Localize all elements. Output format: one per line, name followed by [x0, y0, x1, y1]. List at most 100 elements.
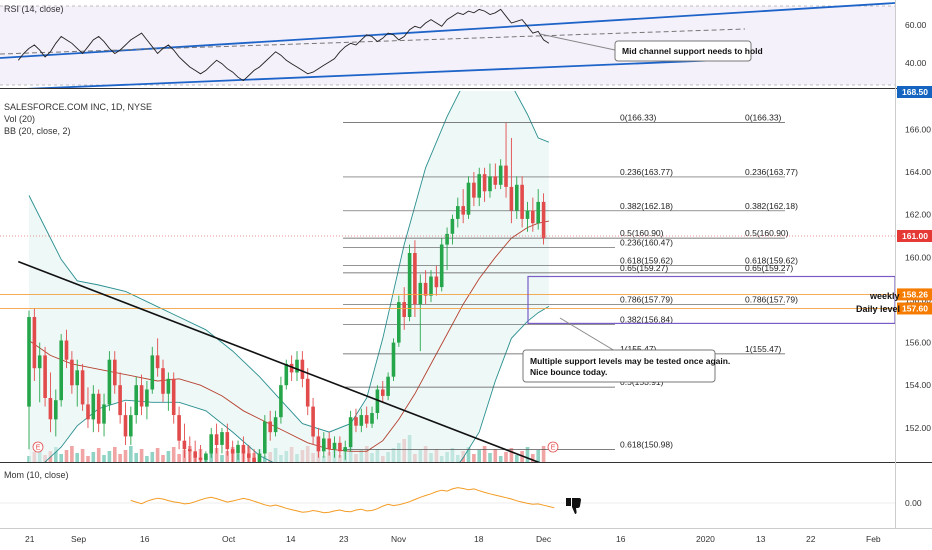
candle-body: [43, 355, 47, 398]
volume-bar: [220, 455, 224, 462]
bb-lower-line: [44, 306, 550, 462]
volume-bar: [477, 450, 481, 462]
candle-body: [48, 398, 53, 420]
volume-bar: [96, 448, 101, 462]
price-tick-label: 164.00: [905, 167, 931, 177]
candle-body: [182, 440, 187, 450]
bb-fill: [29, 91, 549, 462]
time-tick-label: Nov: [391, 534, 407, 544]
time-tick-label: 21: [25, 534, 35, 544]
candle-body: [493, 176, 498, 185]
candle-body: [241, 444, 246, 454]
time-tick-label: Oct: [222, 534, 236, 544]
candle-body: [284, 363, 289, 386]
price-tag-text: 168.50: [902, 87, 928, 97]
candle-body: [150, 355, 155, 390]
candle-body: [434, 276, 439, 288]
downtrend-line: [17, 260, 541, 462]
candle-body: [257, 453, 262, 462]
volume-bar: [129, 446, 133, 462]
time-tick-label: 16: [616, 534, 626, 544]
candle-body: [348, 417, 353, 448]
volume-label: Vol (20): [4, 114, 35, 124]
candle-body: [193, 451, 197, 458]
volume-bar: [525, 447, 530, 462]
price-tick-label: 156.00: [905, 338, 931, 348]
volume-bar: [64, 450, 69, 462]
candle-body: [166, 378, 171, 394]
volume-bar: [488, 453, 492, 462]
price-tag: 157.60: [897, 302, 932, 315]
time-tick-label: 13: [756, 534, 766, 544]
price-tag-bg: [897, 229, 932, 242]
fib-upper-label-mid: 0.382(162.18): [620, 201, 673, 211]
candle-body: [439, 244, 444, 288]
rsi-note-pointer: [539, 33, 616, 51]
note-pointer: [559, 317, 616, 352]
candle-body: [220, 432, 224, 445]
fib-upper-label-right: 0.382(162.18): [745, 201, 798, 211]
rsi-channel-mid: [0, 28, 746, 55]
earnings-marker: [32, 441, 44, 453]
price-tag-bg: [897, 302, 932, 315]
volume-bar: [80, 449, 85, 462]
volume-bar: [177, 454, 181, 462]
volume-bar: [161, 455, 165, 462]
volume-bar: [150, 452, 155, 462]
candle-body: [327, 438, 331, 450]
price-tag: 158.26: [897, 288, 932, 301]
price-note[interactable]: Multiple support levels may be tested on…: [522, 349, 730, 383]
candle-body: [466, 182, 471, 215]
fib-upper-label-mid: 0.5(160.90): [620, 228, 664, 238]
candle-body: [171, 378, 176, 415]
volume-bar: [118, 454, 122, 462]
candle-body: [247, 453, 251, 458]
volume-bar: [498, 456, 503, 462]
candle-body: [54, 400, 58, 420]
time-tick-label: Sep: [71, 534, 86, 544]
fib-upper-label-right: 0.236(163.77): [745, 167, 798, 177]
volume-bar: [70, 446, 74, 462]
candle-body: [407, 253, 412, 317]
volume-bar: [75, 453, 79, 462]
rsi-label: RSI (14, close): [4, 4, 64, 14]
momentum-line: [130, 487, 555, 514]
earnings-marker: [547, 441, 559, 453]
time-tick-label: 16: [140, 534, 150, 544]
candle-body: [461, 206, 465, 215]
bb-label: BB (20, close, 2): [4, 126, 71, 136]
candle-body: [541, 201, 546, 239]
price-tick-label: 162.00: [905, 210, 931, 220]
candle-body: [456, 206, 460, 219]
candle-body: [413, 253, 417, 305]
momentum-label: Mom (10, close): [4, 470, 69, 480]
volume-bar: [225, 451, 230, 462]
candle-body: [509, 186, 514, 211]
volume-bar: [113, 447, 117, 462]
candle-body: [118, 385, 122, 416]
rsi-note[interactable]: Mid channel support needs to hold: [614, 40, 763, 62]
candle-body: [515, 184, 519, 211]
candle-body: [531, 210, 535, 224]
mom-tick-label: 0.00: [905, 498, 922, 508]
volume-bar: [145, 456, 149, 462]
time-tick-label: Feb: [866, 534, 881, 544]
candle-body: [391, 342, 396, 377]
candle-body: [145, 389, 149, 407]
volume-bar: [107, 451, 112, 462]
volume-bar: [263, 456, 267, 462]
candle-body: [37, 355, 42, 369]
rsi-pane-content: [0, 2, 895, 88]
candle-body: [520, 184, 524, 219]
candle-body: [139, 385, 144, 407]
candle-body: [375, 389, 380, 413]
candlesticks: [27, 122, 546, 462]
volume-bar: [482, 446, 487, 462]
volume-bar: [171, 447, 176, 462]
fib-upper-label-right: 1(155.47): [745, 344, 782, 354]
candle-body: [370, 413, 374, 424]
time-tick-label: 2020: [696, 534, 715, 544]
candle-body: [305, 378, 310, 407]
price-tag-text: 157.60: [902, 303, 928, 313]
